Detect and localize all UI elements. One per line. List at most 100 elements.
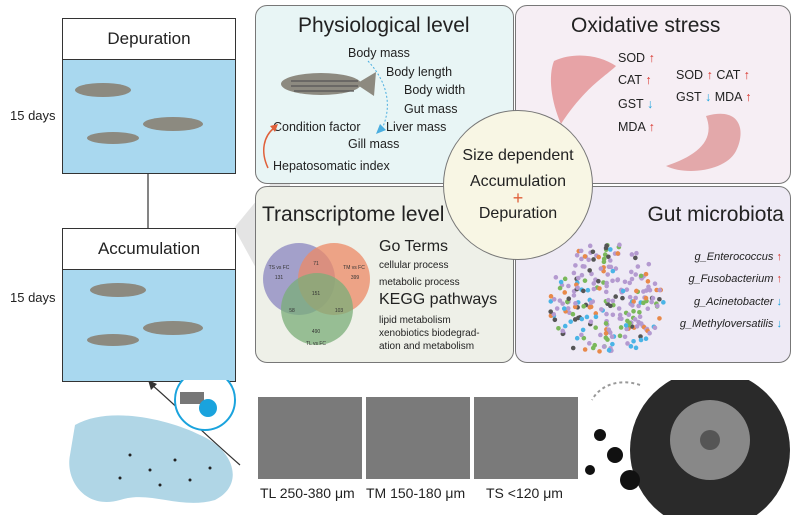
network-node [627,294,633,300]
center-line: Accumulation [469,173,567,190]
sem-image-ts [474,397,578,479]
network-node [622,334,628,340]
hepatosomatic-index: Hepatosomatic index [273,159,390,173]
network-node [566,296,572,301]
network-node [631,308,636,314]
network-node [633,295,638,301]
network-node [638,334,643,339]
venn-count: 131 [275,275,284,281]
go-title: Go Terms [379,238,449,255]
network-node [649,299,654,305]
network-node [570,311,576,317]
accumulation-duration: 15 days [10,290,56,305]
network-node [562,290,568,295]
network-node [605,272,611,277]
network-node [589,271,594,277]
genus: g_Fusobacterium ↑ [688,273,782,285]
network-node [590,249,596,255]
marker: SOD ↑ CAT ↑ [676,68,750,82]
network-node [641,289,646,294]
marker-name: MDA [618,120,646,134]
genus-name: g_Fusobacterium [688,273,774,285]
network-node [643,295,649,301]
network-node [552,317,558,323]
network-node [558,279,564,285]
network-node [629,276,635,282]
network-node [562,323,568,329]
network-node [645,306,651,311]
network-node [604,243,609,249]
network-node [652,281,658,286]
network-node [579,256,584,262]
network-node [581,304,586,309]
panel-title: Gut microbiota [647,203,784,226]
network-node [591,286,597,292]
network-node [587,268,592,273]
network-node [650,295,656,301]
network-node [657,296,662,302]
network-node [580,327,586,333]
network-node [617,333,623,339]
network-node [627,280,633,286]
network-node [576,275,581,281]
network-node [610,341,615,347]
network-node [591,281,597,286]
network-node [579,332,584,338]
network-node [580,264,586,269]
network-node [636,303,641,309]
network-node [579,272,585,278]
network-node [624,326,629,332]
network-node [634,324,640,329]
network-node [633,255,638,261]
marker: GST ↓ MDA ↑ [676,90,752,104]
marker-name: MDA [714,90,742,104]
depuration-label: Depuration [107,29,191,48]
genus: g_Acinetobacter ↓ [694,296,782,308]
network-node [553,275,559,280]
marker-name: SOD [618,51,646,65]
marker: MDA ↑ [618,120,655,134]
network-node [657,316,662,321]
condition-factor: Condition factor [273,120,361,134]
depuration-duration: 15 days [10,108,56,123]
venn-count: 399 [351,275,360,281]
tire-particles [585,429,640,490]
network-node [573,301,578,306]
up-arrow-icon: ↑ [743,68,750,82]
down-arrow-icon: ↓ [704,90,712,104]
venn-count: 71 [313,261,319,267]
network-node [624,287,630,292]
network-node [586,257,591,263]
water [63,59,235,173]
item: Body width [404,83,466,97]
network-node [582,254,588,259]
network-node [661,300,666,305]
network-node [557,285,563,291]
network-node [615,251,621,256]
venn-label: TM vs FC [343,265,365,271]
network-node [597,286,602,291]
panel-title: Oxidative stress [571,14,721,37]
network-node [610,268,616,274]
network-node [634,288,639,294]
network-node [568,319,573,324]
go-item: cellular process [379,260,449,271]
network-node [582,278,588,283]
network-node [606,347,612,353]
network-node [618,325,624,330]
up-arrow-icon: ↑ [776,251,783,263]
up-arrow-icon: ↑ [645,73,652,87]
network-node [603,321,609,326]
network-node [579,316,585,322]
trend-arrows [262,60,388,169]
marker-name: GST [676,90,702,104]
venn-count: 58 [289,308,295,314]
network-node [620,295,625,301]
network-node [613,266,619,271]
up-arrow-icon: ↑ [706,68,713,82]
center-line: Depuration [478,205,558,222]
network-node [556,325,561,331]
network-node [572,317,578,322]
zebrafish-icon [281,72,376,96]
network-node [567,310,572,316]
